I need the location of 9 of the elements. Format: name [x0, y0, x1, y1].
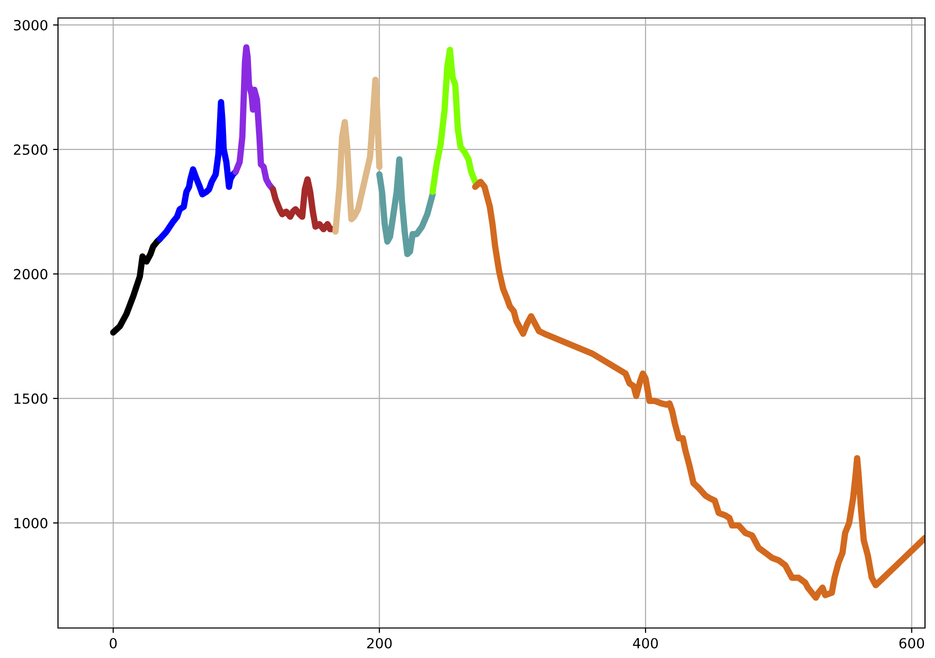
x-tick-label: 400: [632, 638, 658, 648]
x-tick-label: 600: [899, 638, 924, 648]
y-tick-label: 2000: [14, 268, 48, 280]
x-tick-label: 0: [110, 638, 117, 648]
y-tick-label: 1000: [14, 518, 48, 528]
y-tick-label: 1500: [14, 393, 48, 404]
x-tick-label: 200: [367, 638, 392, 648]
y-tick-label: 2500: [14, 144, 48, 155]
y-tick-label: 3000: [14, 20, 48, 30]
